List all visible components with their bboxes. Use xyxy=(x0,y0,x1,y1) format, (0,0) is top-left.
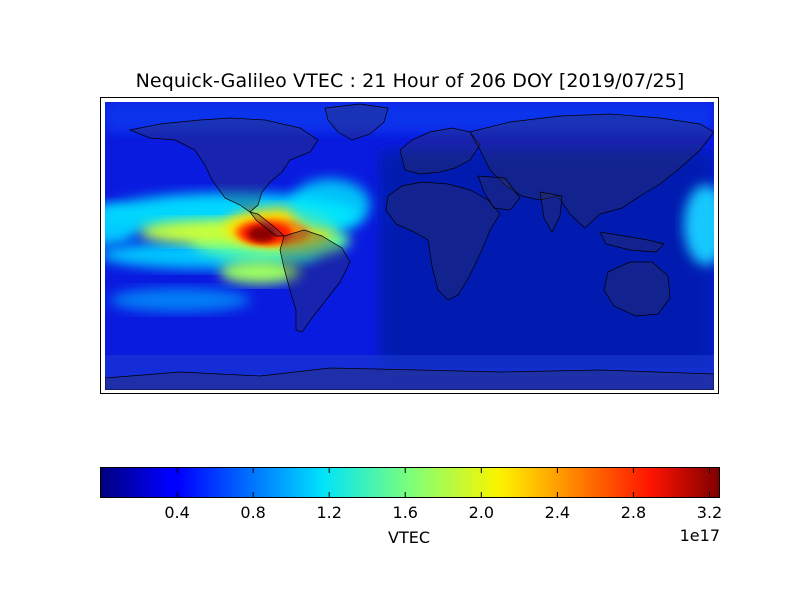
colorbar-ticks xyxy=(176,468,710,497)
colorbar-tick-label: 0.4 xyxy=(164,503,190,522)
india xyxy=(539,191,563,233)
europe xyxy=(399,127,481,175)
colorbar-tick-label: 2.4 xyxy=(544,503,571,522)
colorbar-tick-label: 0.8 xyxy=(240,503,266,522)
colorbar-tick-label: 1.6 xyxy=(392,503,418,522)
asia xyxy=(469,113,714,229)
southeast-asia-islands xyxy=(599,231,665,253)
greenland xyxy=(324,103,389,141)
colorbar-tick-label: 3.2 xyxy=(696,503,723,522)
continents xyxy=(105,103,714,390)
south-america xyxy=(279,229,351,333)
colorbar xyxy=(101,468,719,497)
colorbar-label: VTEC xyxy=(388,528,430,547)
arabia xyxy=(477,175,521,211)
colorbar-tick-label: 2.8 xyxy=(620,503,647,522)
colorbar-tick-label: 1.2 xyxy=(316,503,342,522)
vtec-field xyxy=(105,102,714,390)
colorbar-tick-label: 2.0 xyxy=(468,503,495,522)
colorbar-offset-text: 1e17 xyxy=(679,526,720,545)
antarctica xyxy=(105,367,714,390)
chart-title: Nequick-Galileo VTEC : 21 Hour of 206 DO… xyxy=(135,70,685,92)
colorbar-frame xyxy=(100,467,720,498)
north-america xyxy=(128,117,319,213)
africa xyxy=(385,181,501,301)
australia xyxy=(603,261,671,317)
